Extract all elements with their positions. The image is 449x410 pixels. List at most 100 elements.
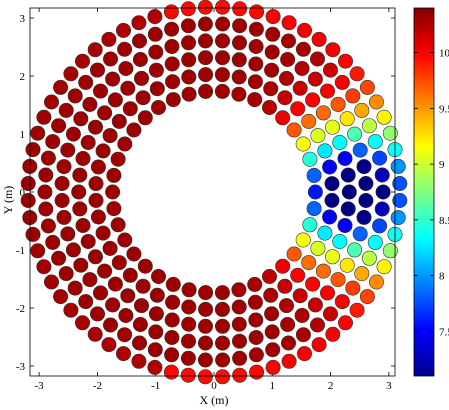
data-point (90, 209, 106, 225)
data-point (88, 176, 104, 192)
data-point (324, 176, 340, 192)
data-point (198, 335, 214, 351)
data-point (30, 243, 46, 259)
data-point (294, 60, 310, 76)
data-point (53, 79, 69, 95)
data-point (295, 232, 311, 248)
data-point (337, 53, 353, 69)
data-point (356, 159, 372, 175)
data-point (231, 52, 247, 68)
data-point (214, 67, 230, 83)
data-point (376, 109, 392, 125)
data-point (197, 0, 213, 15)
data-point (317, 225, 333, 241)
data-point (361, 250, 377, 266)
data-point (265, 342, 281, 358)
data-point (352, 226, 368, 242)
data-point (135, 278, 151, 294)
data-point (248, 347, 264, 363)
data-point (131, 353, 147, 369)
data-point (322, 62, 338, 78)
data-point (215, 50, 231, 66)
data-point (292, 80, 308, 96)
data-point (106, 167, 122, 183)
data-point (90, 159, 106, 175)
colorbar-tick-label: 10 (439, 48, 449, 60)
data-point (102, 128, 118, 144)
data-point (296, 22, 312, 38)
data-point (275, 110, 291, 126)
data-point (215, 352, 231, 368)
data-point (165, 276, 181, 292)
data-point (337, 151, 353, 167)
data-point (198, 285, 214, 301)
data-point (93, 285, 109, 301)
data-point (290, 101, 306, 117)
data-point (148, 44, 164, 60)
data-point (249, 364, 265, 380)
x-tick-label: -3 (35, 380, 45, 392)
data-point (376, 259, 392, 275)
data-point (63, 302, 79, 318)
data-point (290, 267, 306, 283)
data-point (25, 142, 41, 158)
data-point (51, 118, 67, 134)
data-point (301, 255, 317, 271)
data-point (372, 218, 388, 234)
data-point (181, 333, 197, 349)
data-point (51, 250, 67, 266)
data-point (248, 21, 264, 37)
data-point (319, 83, 335, 99)
data-point (106, 201, 122, 217)
data-point (358, 193, 374, 209)
data-point (264, 306, 280, 322)
data-point (349, 66, 365, 82)
data-point (341, 184, 357, 200)
data-point (116, 22, 132, 38)
data-point (95, 143, 111, 159)
data-point (164, 56, 180, 72)
y-tick-label: 1 (20, 129, 26, 141)
data-point (126, 246, 142, 262)
data-point (117, 41, 133, 57)
data-point (231, 86, 247, 102)
data-point (149, 81, 165, 97)
data-point (110, 217, 126, 233)
data-point (198, 33, 214, 49)
data-point (118, 60, 134, 76)
y-tick-label: 0 (20, 187, 26, 199)
data-point (105, 297, 121, 313)
data-point (164, 329, 180, 345)
data-point (198, 301, 214, 317)
data-point (40, 218, 56, 234)
data-point (82, 272, 98, 288)
data-point (93, 83, 109, 99)
data-point (261, 268, 277, 284)
data-point (214, 83, 230, 99)
data-point (75, 218, 91, 234)
data-point (305, 92, 321, 108)
data-point (375, 184, 391, 200)
data-point (25, 226, 41, 242)
data-point (361, 118, 377, 134)
data-point (215, 33, 231, 49)
data-point (88, 119, 104, 135)
data-point (232, 333, 248, 349)
data-point (122, 101, 138, 117)
data-point (181, 35, 197, 51)
data-point (97, 105, 113, 121)
data-point (134, 298, 150, 314)
data-point (280, 51, 296, 67)
data-point (148, 62, 164, 78)
data-point (102, 240, 118, 256)
data-point (232, 1, 248, 17)
data-point (105, 184, 121, 200)
x-tick-label: 1 (270, 380, 276, 392)
data-point (147, 9, 163, 25)
data-point (263, 81, 279, 97)
data-point (180, 1, 196, 17)
data-point (392, 193, 408, 209)
x-tick-label: -1 (151, 380, 160, 392)
data-point (337, 218, 353, 234)
